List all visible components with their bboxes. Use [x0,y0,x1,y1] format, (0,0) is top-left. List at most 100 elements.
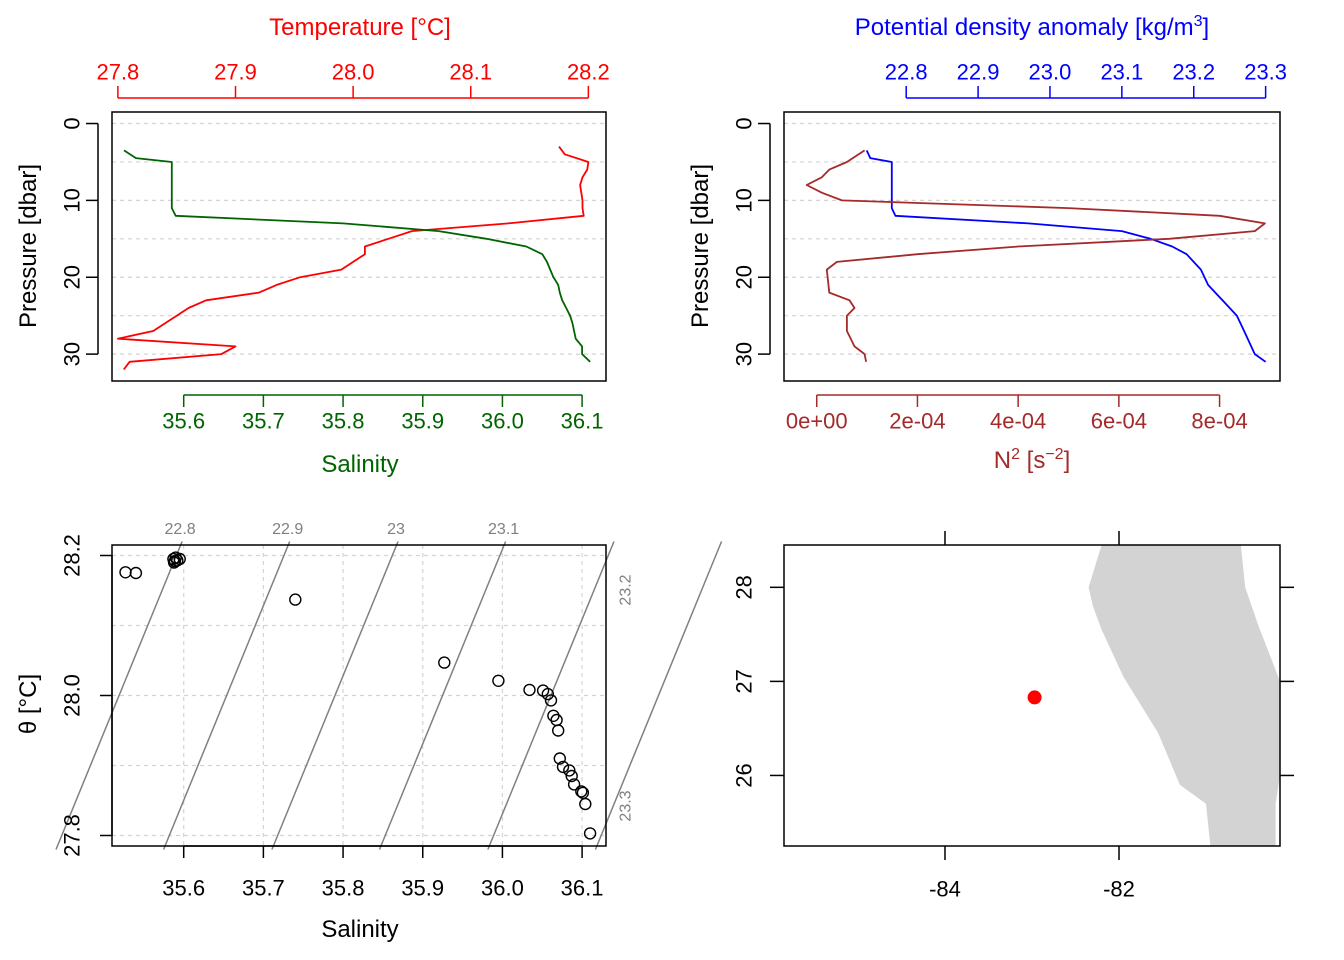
ts-point [552,724,565,737]
theta-axis: 27.8 28.0 28.2 [60,534,113,857]
ts-point [547,709,560,722]
sigma-line [865,150,1267,363]
ts-point [129,566,143,580]
tick-label: 28 [732,575,757,599]
temperature-salinity-profile-panel: 27.8 27.9 28.0 28.1 28.2 35.6 35.7 35.8 35.9 36.… [15,14,610,478]
tick-label: 28.0 [332,60,375,85]
tick-label: 4e-04 [990,409,1046,434]
tick-label: 35.8 [322,876,365,901]
tick-label: 35.6 [162,409,205,434]
salinity-axis: 35.6 35.7 35.8 35.9 36.0 36.1 [162,845,604,901]
ts-point [289,593,302,606]
tick-label: 36.0 [481,409,524,434]
ts-point [119,566,132,579]
temperature-axis-title: Temperature [°C] [269,14,451,41]
profile-grid [112,122,606,355]
isopycnal-label: 23 [387,521,405,538]
tick-label: 0 [60,117,85,129]
ts-point [492,674,505,687]
density-n2-profile-panel: 22.8 22.9 23.0 23.1 23.2 23.3 0e+00 2e-04 4e-04… [687,13,1287,474]
isopycnal-line [271,541,399,850]
isopycnal-labels: 22.8 22.9 23 23.1 23.2 23.3 [165,521,635,822]
tick-label: 6e-04 [1091,409,1147,434]
tick-label: -82 [1103,877,1135,902]
tick-label: 23.1 [1100,60,1143,85]
tick-label: 0e+00 [786,409,848,434]
n2-axis-title: N2 [s−2] [994,446,1071,474]
tick-label: 0 [732,117,757,129]
tick-label: 2e-04 [889,409,945,434]
tick-label: 27.8 [60,814,85,857]
profile-lines [805,149,1267,363]
pressure-axis-title: Pressure [dbar] [687,164,714,328]
temperature-axis: 27.8 27.9 28.0 28.1 28.2 [96,60,610,99]
tick-label: -84 [929,877,961,902]
tick-label: 30 [732,342,757,366]
density-axis-title: Potential density anomaly [kg/m3] [855,13,1209,41]
tick-label: 35.6 [162,876,205,901]
ts-point [563,764,576,777]
tick-label: 30 [60,342,85,366]
tick-label: 35.7 [242,409,285,434]
tick-label: 27.9 [214,60,257,85]
isopycnal-line [162,541,291,850]
ts-point [523,683,536,697]
latitude-axis: 26 27 28 [732,575,784,788]
isopycnal-label: 23.2 [618,574,635,605]
tick-label: 23.0 [1029,60,1072,85]
profile-grid [784,122,1280,355]
ts-x-axis-title: Salinity [321,916,398,943]
longitude-axis: -84 -82 [929,846,1135,902]
plot-box [111,111,607,382]
isopycnal-label: 22.9 [272,521,303,538]
tick-label: 35.7 [242,876,285,901]
ts-point [556,760,570,774]
tick-label: 27 [732,669,757,693]
tick-label: 36.1 [561,409,604,434]
n2-line [805,149,1266,362]
tick-label: 28.2 [60,534,85,577]
tick-label: 20 [60,265,85,289]
isopycnal-lines [55,541,723,850]
pressure-axis-title: Pressure [dbar] [15,164,42,328]
salinity-axis: 35.6 35.7 35.8 35.9 36.0 36.1 [162,394,604,434]
tick-label: 36.0 [481,876,524,901]
ts-points [119,551,597,840]
tick-label: 23.2 [1172,60,1215,85]
tick-label: 23.3 [1244,60,1287,85]
isopycnal-label: 23.3 [618,790,635,821]
isopycnal-label: 22.8 [165,521,196,538]
tick-label: 8e-04 [1191,409,1247,434]
ts-point [544,694,558,707]
isopycnal-line [55,541,183,850]
tick-label: 28.1 [449,60,492,85]
salinity-line [123,149,591,363]
ts-point [579,797,592,811]
plot-box [783,111,1281,382]
profile-lines [117,146,591,371]
pressure-axis: 0 10 20 30 [732,117,771,366]
density-axis: 22.8 22.9 23.0 23.1 23.2 23.3 [885,60,1287,99]
ts-point [583,827,597,840]
isopycnal-line [594,541,723,850]
ts-point [567,778,581,791]
isopycnal-label: 23.1 [488,521,519,538]
land-polygon [1088,545,1280,846]
ts-point [541,687,554,701]
tick-label: 27.8 [96,60,139,85]
salinity-axis-title: Salinity [321,451,398,478]
tick-label: 22.9 [957,60,1000,85]
tick-label: 10 [60,188,85,212]
n2-axis: 0e+00 2e-04 4e-04 6e-04 8e-04 [786,394,1248,434]
station-marker [1027,690,1042,705]
ts-point [171,554,184,567]
temperature-line [117,146,590,371]
tick-label: 28.2 [567,60,610,85]
ts-grid [112,545,606,846]
plot-box [783,544,1281,847]
ts-point [438,656,451,669]
pressure-axis: 0 10 20 30 [60,117,99,366]
tick-label: 10 [732,188,757,212]
tick-label: 36.1 [561,876,604,901]
